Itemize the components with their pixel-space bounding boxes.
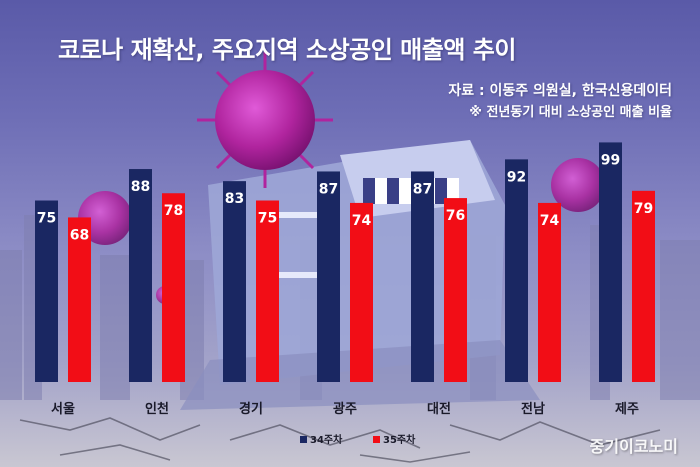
- bar: [444, 198, 467, 382]
- data-label: 68: [70, 227, 89, 243]
- data-label: 78: [164, 203, 183, 219]
- bar: [505, 159, 528, 382]
- data-label: 74: [352, 213, 372, 229]
- chart-title: 코로나 재확산, 주요지역 소상공인 매출액 추이: [58, 36, 516, 64]
- bar: [411, 171, 434, 382]
- source-text: 자료 : 이동주 의원실, 한국신용데이터: [448, 83, 672, 99]
- bar: [350, 202, 373, 382]
- bar: [256, 200, 279, 382]
- virus-illustration: [78, 52, 605, 304]
- bar: [632, 190, 655, 382]
- legend-label: 34주차: [310, 433, 343, 446]
- data-label: 83: [225, 191, 244, 207]
- data-label: 79: [634, 201, 653, 217]
- category-label: 제주: [615, 402, 639, 417]
- category-label: 광주: [333, 402, 357, 417]
- bar: [223, 181, 246, 382]
- bar: [599, 142, 622, 382]
- category-label: 인천: [145, 401, 169, 417]
- category-label: 전남: [521, 401, 545, 417]
- legend-label: 35주차: [383, 433, 416, 446]
- category-label: 경기: [239, 401, 263, 417]
- ground-cracks: [19, 417, 661, 463]
- data-label: 76: [446, 208, 465, 224]
- bar: [162, 193, 185, 382]
- category-label: 서울: [51, 401, 75, 417]
- data-label: 75: [258, 211, 277, 227]
- bar: [35, 200, 58, 382]
- watermark-logo: 중기이코노미: [589, 437, 678, 456]
- data-label: 74: [540, 213, 560, 229]
- legend-swatch: [373, 436, 380, 443]
- data-label: 88: [131, 179, 150, 195]
- bar: [317, 171, 340, 382]
- note-text: ※ 전년동기 대비 소상공인 매출 비율: [469, 105, 672, 120]
- bar: [538, 202, 561, 382]
- data-label: 87: [413, 181, 432, 197]
- legend-swatch: [300, 436, 307, 443]
- bar: [68, 217, 91, 382]
- data-label: 99: [601, 152, 620, 168]
- data-label: 92: [507, 169, 526, 185]
- bar: [129, 169, 152, 382]
- data-label: 87: [319, 181, 338, 197]
- category-label: 대전: [427, 401, 451, 417]
- data-label: 75: [37, 211, 56, 227]
